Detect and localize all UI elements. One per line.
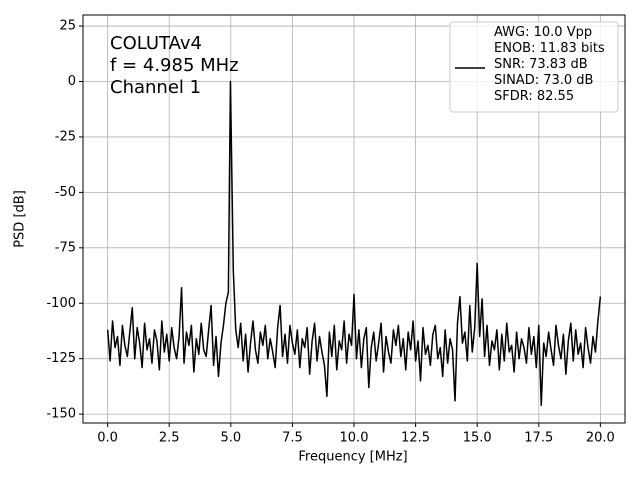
x-tick-label: 5.0 xyxy=(220,431,241,446)
x-tick-label: 0.0 xyxy=(97,431,118,446)
x-tick-label: 7.5 xyxy=(282,431,303,446)
y-axis-label: PSD [dB] xyxy=(13,190,28,248)
y-tick-label: 25 xyxy=(59,19,76,34)
y-tick-label: -125 xyxy=(46,351,76,366)
x-tick-label: 17.5 xyxy=(524,431,553,446)
annotation: Channel 1 xyxy=(110,77,201,98)
x-tick-label: 15.0 xyxy=(463,431,492,446)
annotation: COLUTAv4 xyxy=(110,33,202,54)
y-tick-label: -150 xyxy=(46,407,76,422)
x-tick-label: 2.5 xyxy=(159,431,180,446)
legend-box xyxy=(449,21,619,113)
y-tick-label: -75 xyxy=(55,240,76,255)
y-tick-label: -100 xyxy=(46,296,76,311)
annotation: f = 4.985 MHz xyxy=(110,55,239,76)
y-tick-label: 0 xyxy=(68,74,76,89)
legend-label: AWG: 10.0 Vpp ENOB: 11.83 bits SNR: 73.8… xyxy=(494,25,605,104)
x-tick-label: 20.0 xyxy=(586,431,615,446)
x-axis-label: Frequency [MHz] xyxy=(298,450,407,465)
data-line xyxy=(106,80,602,407)
x-tick-label: 12.5 xyxy=(401,431,430,446)
x-tick-label: 10.0 xyxy=(340,431,369,446)
y-tick-label: -50 xyxy=(55,185,76,200)
y-tick-label: -25 xyxy=(55,129,76,144)
axes-frame xyxy=(82,14,626,424)
